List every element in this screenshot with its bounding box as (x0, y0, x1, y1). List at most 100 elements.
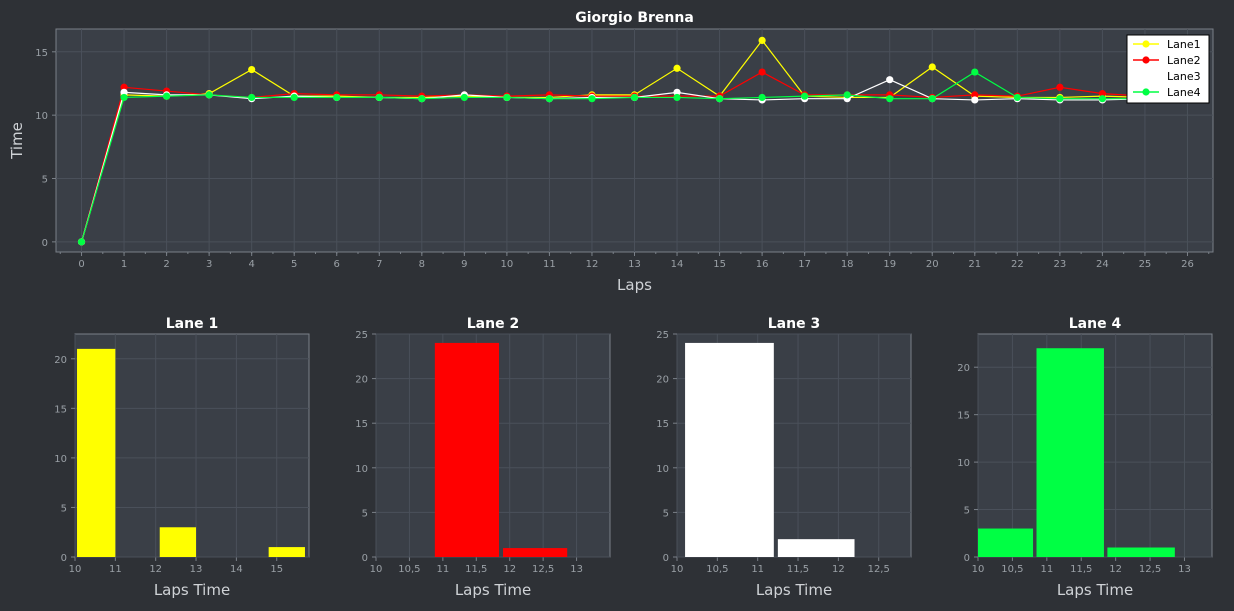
data-point-lane4 (77, 238, 86, 246)
x-tick-label: 10 (501, 259, 514, 270)
y-tick-label: 15 (656, 419, 669, 430)
chart-title: Giorgio Brenna (575, 10, 694, 26)
data-point-lane4 (928, 95, 936, 103)
data-point-lane4 (1013, 93, 1021, 102)
y-tick-label: 0 (964, 553, 970, 564)
y-tick-label: 10 (355, 464, 368, 475)
data-point-lane3 (673, 88, 681, 96)
y-tick-label: 0 (362, 553, 368, 564)
x-tick-label: 12,5 (868, 564, 890, 575)
x-axis-label: Laps (617, 276, 652, 294)
x-tick-label: 3 (206, 259, 212, 270)
x-axis-label: Laps Time (1057, 581, 1133, 599)
x-tick-label: 11 (436, 564, 449, 575)
x-tick-label: 0 (78, 259, 84, 270)
y-tick-label: 20 (54, 355, 67, 366)
y-tick-label: 5 (964, 506, 970, 517)
data-point-lane1 (673, 64, 681, 72)
histogram-bar (685, 342, 774, 557)
data-point-lane4 (843, 91, 851, 99)
x-tick-label: 10 (69, 564, 82, 575)
legend-marker-lane4 (1142, 88, 1150, 96)
y-tick-label: 15 (957, 411, 970, 422)
data-point-lane2 (120, 83, 128, 91)
legend-label-lane1: Lane1 (1167, 38, 1201, 51)
y-tick-label: 15 (54, 404, 67, 415)
data-point-lane4 (630, 93, 639, 102)
x-axis-label: Laps Time (154, 581, 230, 599)
data-point-lane2 (1056, 83, 1064, 91)
y-tick-label: 10 (656, 464, 669, 475)
y-tick-label: 5 (362, 508, 368, 519)
x-axis-label: Laps Time (455, 581, 531, 599)
x-tick-label: 10,5 (706, 564, 728, 575)
histogram-lane-3: 10 10,5 11 11,5 12 12,5 0 5 10 15 20 25 Lane 3 Laps T… (656, 316, 912, 599)
legend-marker-lane3 (1142, 72, 1150, 80)
data-point-lane4 (886, 95, 894, 103)
x-tick-label: 21 (968, 259, 981, 270)
data-point-lane4 (460, 93, 468, 102)
histogram-bar (434, 342, 500, 557)
data-point-lane4 (801, 92, 809, 100)
x-tick-label: 16 (756, 259, 769, 270)
x-tick-label: 13 (1178, 564, 1191, 575)
x-tick-label: 18 (841, 259, 854, 270)
chart-title: Lane 3 (768, 316, 820, 332)
data-point-lane4 (588, 95, 596, 103)
x-tick-label: 10 (671, 564, 684, 575)
data-point-lane4 (333, 93, 341, 102)
legend-marker-lane2 (1142, 56, 1150, 64)
data-point-lane4 (545, 95, 554, 103)
histogram-bar (978, 528, 1034, 557)
y-axis-label: Time (8, 122, 26, 160)
legend-label-lane2: Lane2 (1167, 54, 1201, 67)
y-tick-label: 15 (355, 419, 368, 430)
y-tick-label: 25 (355, 330, 368, 341)
x-tick-label: 1 (121, 259, 127, 270)
series-line-lane2 (80, 71, 1145, 243)
data-point-lane4 (205, 91, 213, 99)
y-tick-label: 0 (61, 553, 67, 564)
data-point-lane4 (715, 95, 724, 103)
histogram-lane-4: 10 10,5 11 11,5 12 12,5 13 0 5 10 15 20 Lane 4 Laps T… (957, 316, 1213, 599)
data-point-lane1 (758, 36, 766, 45)
data-point-lane3 (120, 88, 128, 96)
x-tick-label: 12 (832, 564, 845, 575)
data-point-lane4 (375, 93, 383, 102)
x-tick-label: 12,5 (532, 564, 554, 575)
data-point-lane4 (971, 68, 979, 76)
x-tick-label: 11 (543, 259, 556, 270)
y-tick-label: 5 (42, 175, 48, 186)
legend: Lane1 Lane2 Lane3 Lane4 (1126, 34, 1210, 104)
y-tick-label: 15 (35, 48, 48, 59)
x-tick-label: 2 (163, 259, 169, 270)
x-tick-label: 11 (1040, 564, 1053, 575)
x-tick-label: 22 (1011, 259, 1024, 270)
data-point-lane3 (886, 76, 894, 84)
x-tick-label: 13 (190, 564, 203, 575)
data-point-lane4 (162, 92, 171, 100)
y-tick-label: 20 (355, 375, 368, 386)
histogram-bar (503, 548, 568, 557)
x-tick-label: 25 (1139, 259, 1152, 270)
data-point-lane4 (503, 93, 511, 102)
histogram-bar (1107, 547, 1175, 557)
y-tick-label: 0 (42, 238, 48, 249)
histogram-lane-2: 10 10,5 11 11,5 12 12,5 13 0 5 10 15 20 25 Lane 2 Laps… (355, 316, 611, 599)
x-tick-label: 12,5 (1139, 564, 1161, 575)
x-tick-label: 8 (419, 259, 425, 270)
x-axis-label: Laps Time (756, 581, 832, 599)
data-point-lane4 (120, 93, 128, 102)
y-tick-label: 10 (957, 458, 970, 469)
data-point-lane4 (1098, 95, 1107, 103)
histogram-bar (1036, 348, 1104, 557)
data-point-lane4 (673, 93, 681, 102)
data-point-lane2 (971, 91, 979, 99)
y-tick-label: 25 (656, 330, 669, 341)
data-point-lane4 (290, 93, 298, 102)
y-tick-label: 5 (61, 503, 67, 514)
data-point-lane2 (1098, 90, 1107, 98)
line-chart: 0 1 2 3 4 5 6 7 8 9 10 11 12 13 14 15 16 17 18 19 20 21 22 23 24… (8, 10, 1214, 294)
data-point-lane4 (1056, 95, 1064, 103)
